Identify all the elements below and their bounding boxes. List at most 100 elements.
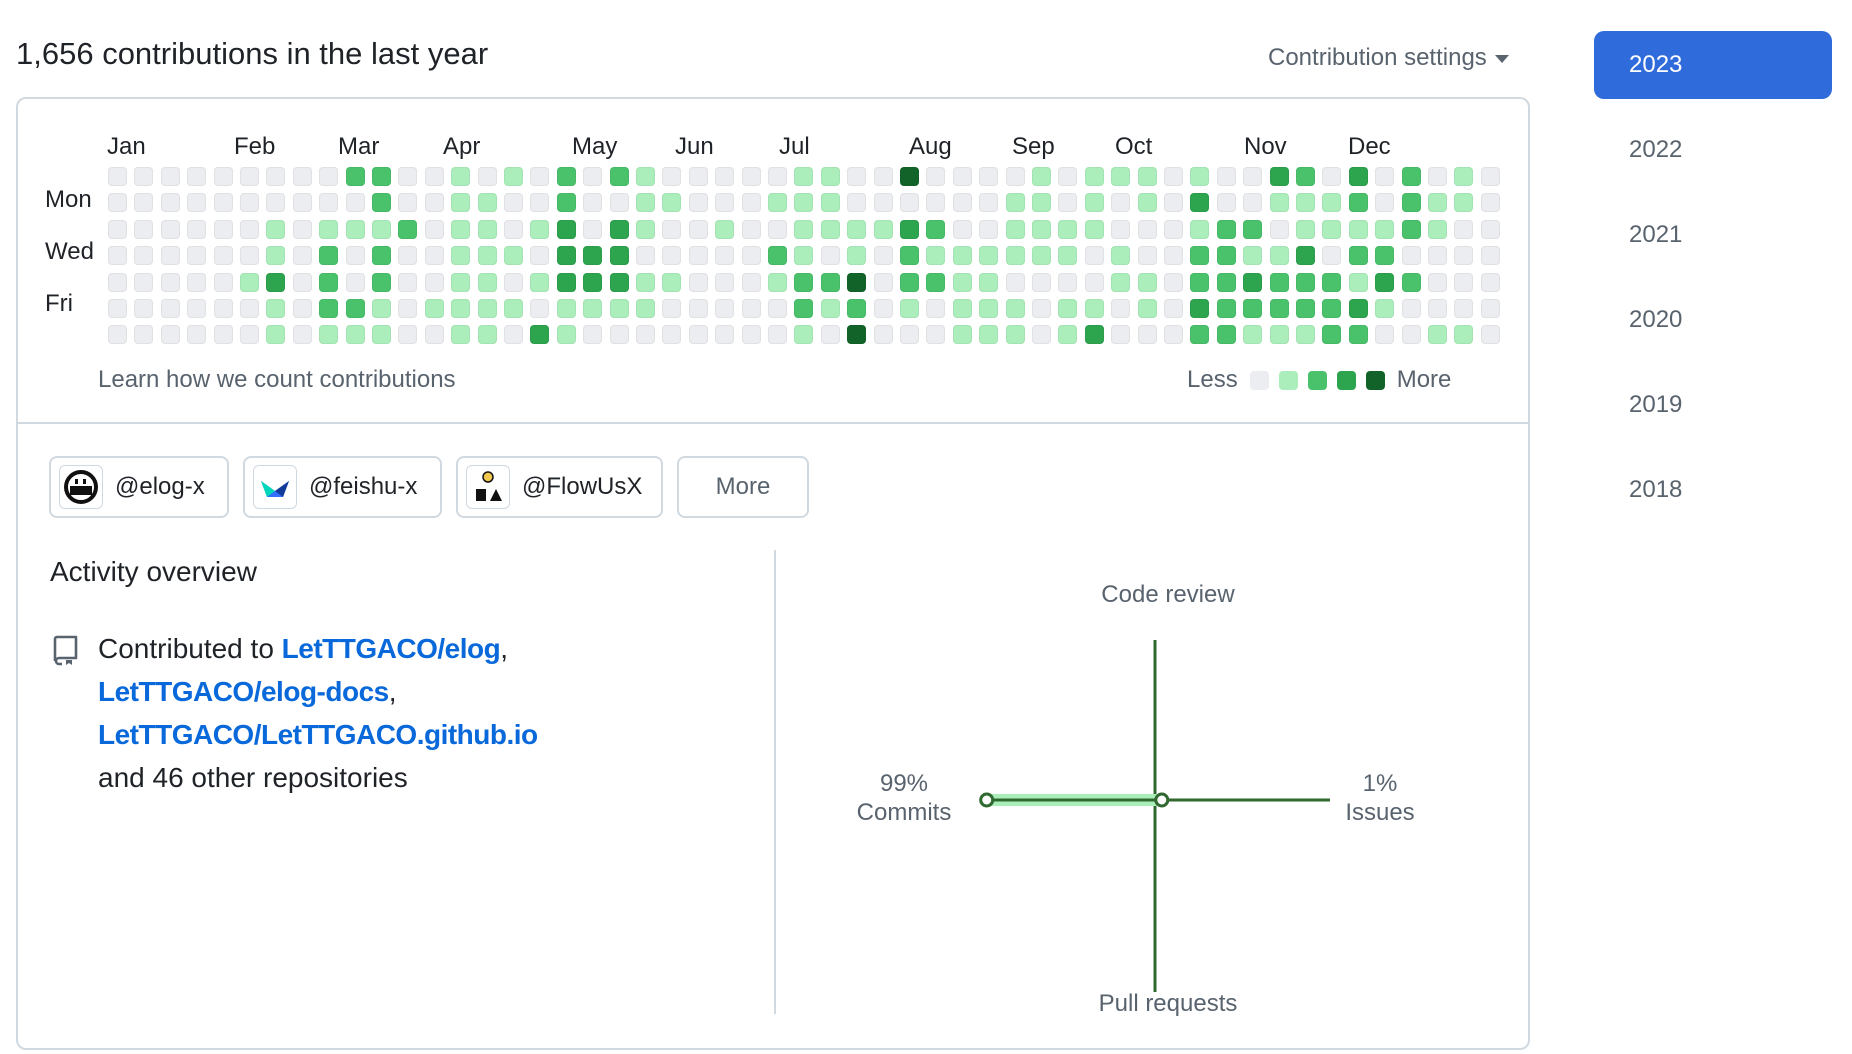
contribution-day-cell[interactable]	[398, 167, 418, 186]
contribution-day-cell[interactable]	[266, 272, 286, 292]
contribution-day-cell[interactable]	[1111, 299, 1131, 318]
repo-link[interactable]: LetTTGACO/elog	[281, 633, 501, 664]
contribution-day-cell[interactable]	[292, 167, 312, 186]
contribution-day-cell[interactable]	[583, 246, 603, 266]
contribution-day-cell[interactable]	[1428, 325, 1447, 345]
contribution-day-cell[interactable]	[820, 193, 840, 213]
contribution-day-cell[interactable]	[952, 325, 972, 345]
org-chip-elog[interactable]: @elog-x	[49, 456, 229, 518]
contribution-day-cell[interactable]	[873, 272, 893, 292]
contribution-day-cell[interactable]	[1216, 219, 1236, 239]
contribution-day-cell[interactable]	[609, 219, 629, 239]
contribution-day-cell[interactable]	[1032, 219, 1051, 239]
contribution-day-cell[interactable]	[636, 246, 655, 266]
contribution-day-cell[interactable]	[345, 246, 365, 266]
contribution-day-cell[interactable]	[900, 299, 919, 318]
contribution-day-cell[interactable]	[1164, 167, 1183, 186]
contribution-day-cell[interactable]	[1058, 246, 1078, 266]
contribution-day-cell[interactable]	[134, 299, 154, 318]
contribution-day-cell[interactable]	[1005, 167, 1025, 186]
contribution-day-cell[interactable]	[240, 325, 259, 345]
contribution-day-cell[interactable]	[477, 325, 497, 345]
contribution-day-cell[interactable]	[1164, 272, 1183, 292]
contribution-day-cell[interactable]	[979, 272, 999, 292]
contribution-day-cell[interactable]	[662, 219, 682, 239]
contribution-day-cell[interactable]	[688, 299, 708, 318]
contribution-day-cell[interactable]	[1084, 325, 1104, 345]
contribution-day-cell[interactable]	[900, 193, 919, 213]
contribution-day-cell[interactable]	[1348, 219, 1368, 239]
contribution-day-cell[interactable]	[1401, 219, 1421, 239]
contribution-day-cell[interactable]	[662, 246, 682, 266]
contribution-day-cell[interactable]	[1005, 299, 1025, 318]
contribution-day-cell[interactable]	[134, 193, 154, 213]
contribution-day-cell[interactable]	[160, 167, 180, 186]
contribution-day-cell[interactable]	[847, 325, 867, 345]
contribution-day-cell[interactable]	[266, 325, 286, 345]
contribution-day-cell[interactable]	[213, 325, 233, 345]
contribution-day-cell[interactable]	[1322, 299, 1342, 318]
contribution-day-cell[interactable]	[1005, 219, 1025, 239]
contribution-day-cell[interactable]	[1428, 167, 1447, 186]
contribution-day-cell[interactable]	[1190, 167, 1210, 186]
contribution-day-cell[interactable]	[1454, 246, 1474, 266]
contribution-day-cell[interactable]	[1164, 246, 1183, 266]
contribution-day-cell[interactable]	[952, 272, 972, 292]
contribution-day-cell[interactable]	[794, 193, 814, 213]
contribution-day-cell[interactable]	[979, 167, 999, 186]
contribution-day-cell[interactable]	[1269, 167, 1289, 186]
contribution-day-cell[interactable]	[768, 167, 787, 186]
contribution-day-cell[interactable]	[1032, 246, 1051, 266]
contribution-day-cell[interactable]	[451, 219, 471, 239]
contribution-day-cell[interactable]	[768, 246, 787, 266]
contribution-day-cell[interactable]	[609, 246, 629, 266]
contribution-day-cell[interactable]	[556, 219, 576, 239]
contribution-day-cell[interactable]	[187, 272, 207, 292]
learn-how-link[interactable]: Learn how we count contributions	[98, 366, 456, 393]
contribution-day-cell[interactable]	[266, 193, 286, 213]
contribution-day-cell[interactable]	[1428, 193, 1447, 213]
contribution-day-cell[interactable]	[636, 167, 655, 186]
contribution-day-cell[interactable]	[688, 219, 708, 239]
contribution-day-cell[interactable]	[160, 219, 180, 239]
contribution-day-cell[interactable]	[1375, 246, 1395, 266]
contribution-day-cell[interactable]	[108, 219, 127, 239]
year-2020[interactable]: 2020	[1629, 306, 1683, 333]
contribution-day-cell[interactable]	[160, 299, 180, 318]
contribution-day-cell[interactable]	[926, 167, 946, 186]
contribution-day-cell[interactable]	[636, 272, 655, 292]
contribution-day-cell[interactable]	[1216, 299, 1236, 318]
contribution-day-cell[interactable]	[372, 299, 391, 318]
contribution-day-cell[interactable]	[319, 246, 339, 266]
contribution-day-cell[interactable]	[768, 219, 787, 239]
contribution-day-cell[interactable]	[1480, 193, 1500, 213]
contribution-day-cell[interactable]	[319, 272, 339, 292]
contribution-day-cell[interactable]	[741, 299, 761, 318]
contribution-day-cell[interactable]	[873, 325, 893, 345]
contribution-day-cell[interactable]	[1296, 219, 1315, 239]
contribution-day-cell[interactable]	[240, 246, 259, 266]
contribution-day-cell[interactable]	[187, 246, 207, 266]
contribution-day-cell[interactable]	[187, 219, 207, 239]
contribution-day-cell[interactable]	[715, 193, 735, 213]
contribution-day-cell[interactable]	[1164, 325, 1183, 345]
contribution-day-cell[interactable]	[1296, 325, 1315, 345]
contribution-day-cell[interactable]	[873, 246, 893, 266]
contribution-day-cell[interactable]	[398, 246, 418, 266]
contribution-day-cell[interactable]	[1480, 272, 1500, 292]
contribution-day-cell[interactable]	[1084, 272, 1104, 292]
contribution-day-cell[interactable]	[1480, 167, 1500, 186]
contribution-day-cell[interactable]	[1111, 325, 1131, 345]
year-2023[interactable]: 2023	[1594, 31, 1832, 99]
contribution-day-cell[interactable]	[187, 167, 207, 186]
contribution-day-cell[interactable]	[741, 193, 761, 213]
contribution-day-cell[interactable]	[477, 272, 497, 292]
contribution-day-cell[interactable]	[1164, 299, 1183, 318]
contribution-day-cell[interactable]	[556, 299, 576, 318]
contribution-day-cell[interactable]	[1005, 272, 1025, 292]
contribution-day-cell[interactable]	[1190, 272, 1210, 292]
contribution-day-cell[interactable]	[477, 167, 497, 186]
contribution-day-cell[interactable]	[1348, 246, 1368, 266]
contribution-day-cell[interactable]	[1348, 167, 1368, 186]
contribution-day-cell[interactable]	[1454, 193, 1474, 213]
